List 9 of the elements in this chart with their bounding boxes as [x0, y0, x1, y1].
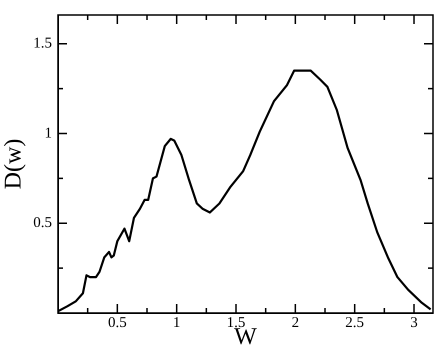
x-tick-label: 0.5	[108, 314, 127, 331]
y-tick-label: 1.5	[33, 36, 52, 52]
x-tick-label: 2.5	[345, 314, 364, 331]
y-tick-label: 1	[44, 125, 52, 142]
y-tick-label: 0.5	[33, 215, 52, 232]
x-tick-label: 3	[410, 314, 418, 331]
y-axis-title: D(w)	[0, 138, 27, 190]
x-tick-label: 1	[172, 314, 180, 331]
x-tick-label: 2	[292, 314, 300, 331]
